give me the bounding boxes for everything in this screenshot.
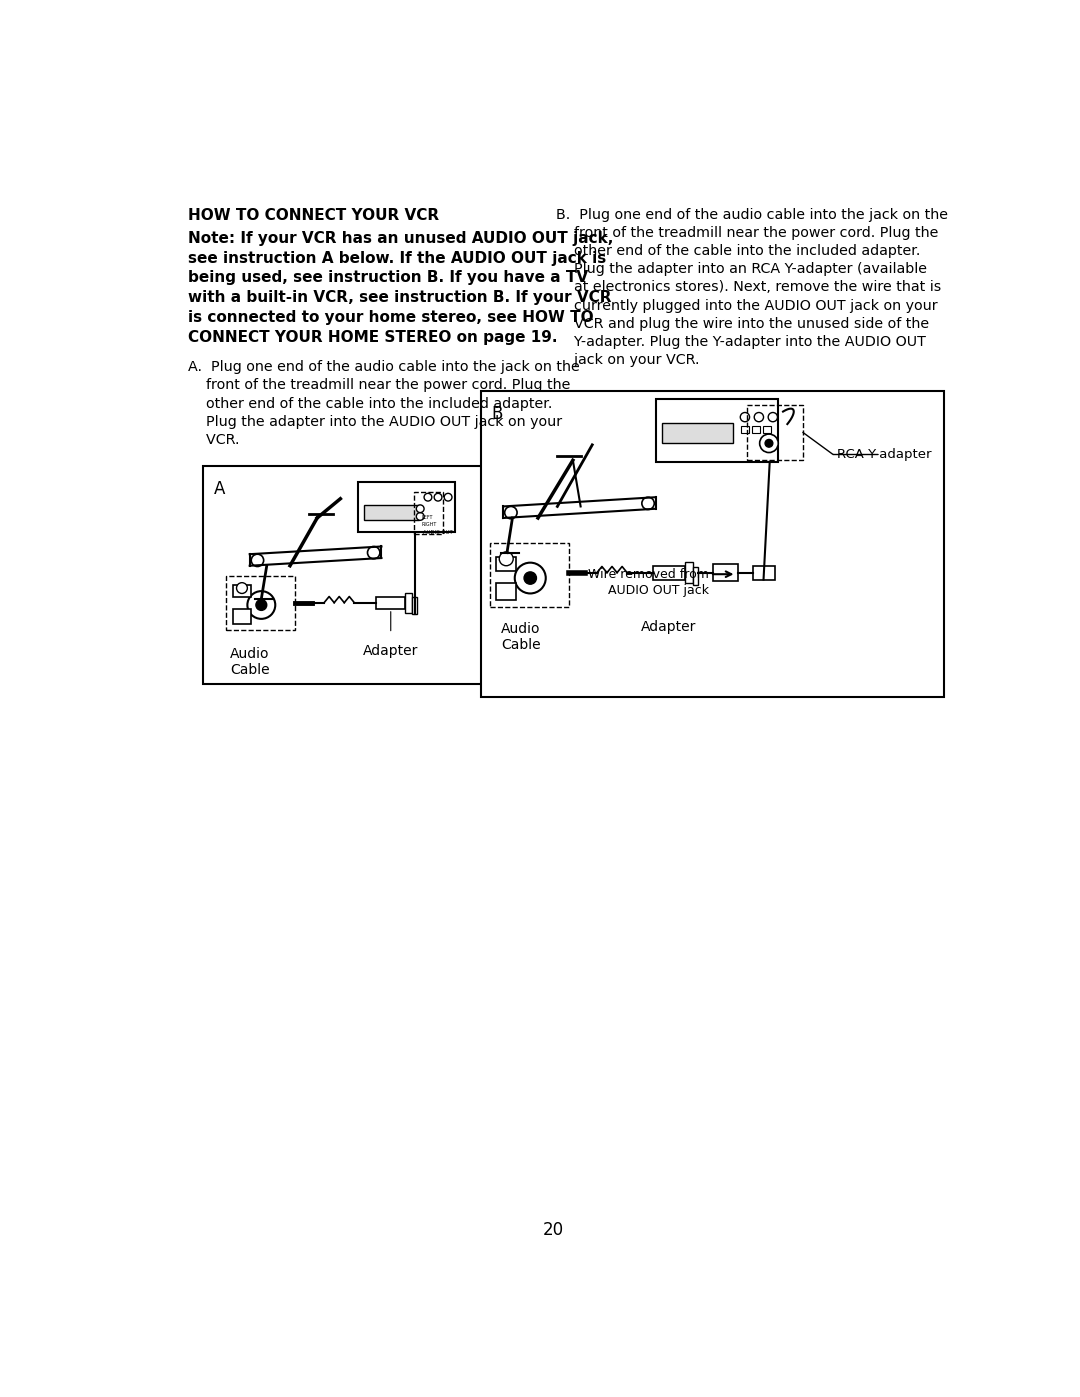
Bar [232,609,252,624]
Bar [754,566,775,580]
Circle shape [740,412,750,422]
Bar [741,426,748,433]
Text: Audio
Cable: Audio Cable [230,647,270,676]
Bar [203,467,538,683]
Text: RIGHT: RIGHT [422,522,437,527]
Bar [232,585,252,598]
Text: LEFT: LEFT [422,515,433,520]
Circle shape [416,504,424,513]
Circle shape [642,497,654,510]
Circle shape [252,555,264,567]
Bar [405,592,413,613]
Bar [762,426,770,433]
Bar [496,557,516,571]
Circle shape [499,552,513,566]
Circle shape [434,493,442,502]
Bar [414,492,444,534]
Circle shape [444,493,451,502]
Text: Note: If your VCR has an unused AUDIO OUT jack,
see instruction A below. If the : Note: If your VCR has an unused AUDIO OU… [188,231,613,345]
Text: B: B [491,405,503,423]
Text: HOW TO CONNECT YOUR VCR: HOW TO CONNECT YOUR VCR [188,208,438,222]
Text: Adapter: Adapter [363,644,418,658]
Circle shape [416,513,424,520]
Bar [481,391,944,697]
Circle shape [424,493,432,502]
Text: Wire removed from
AUDIO OUT jack: Wire removed from AUDIO OUT jack [588,569,708,597]
Bar [752,426,759,433]
Text: AUDIO OUT: AUDIO OUT [422,531,453,535]
Text: A.  Plug one end of the audio cable into the jack on the
    front of the treadm: A. Plug one end of the audio cable into … [188,360,580,447]
Circle shape [247,591,275,619]
Bar [364,504,419,520]
Bar [656,398,779,462]
Bar [490,543,569,606]
Text: RCA Y-adapter: RCA Y-adapter [837,447,932,461]
Bar [227,576,295,630]
Text: 20: 20 [543,1221,564,1239]
Text: Audio
Cable: Audio Cable [501,622,541,652]
Circle shape [256,599,267,610]
Bar [693,567,699,585]
Text: Adapter: Adapter [642,620,697,634]
Circle shape [237,583,247,594]
Bar [376,597,405,609]
Circle shape [504,507,517,518]
Circle shape [768,412,778,422]
Text: B.  Plug one end of the audio cable into the jack on the
    front of the treadm: B. Plug one end of the audio cable into … [556,208,948,367]
Bar [662,423,733,443]
Text: A: A [214,481,226,499]
Bar [496,584,516,601]
Circle shape [754,412,764,422]
Bar [413,598,417,615]
Circle shape [367,546,380,559]
Circle shape [765,440,773,447]
Bar [359,482,455,532]
Bar [685,562,693,584]
Bar [652,566,685,580]
Circle shape [515,563,545,594]
Bar [713,564,738,581]
Circle shape [759,434,779,453]
Bar [747,405,804,460]
Circle shape [524,571,537,584]
